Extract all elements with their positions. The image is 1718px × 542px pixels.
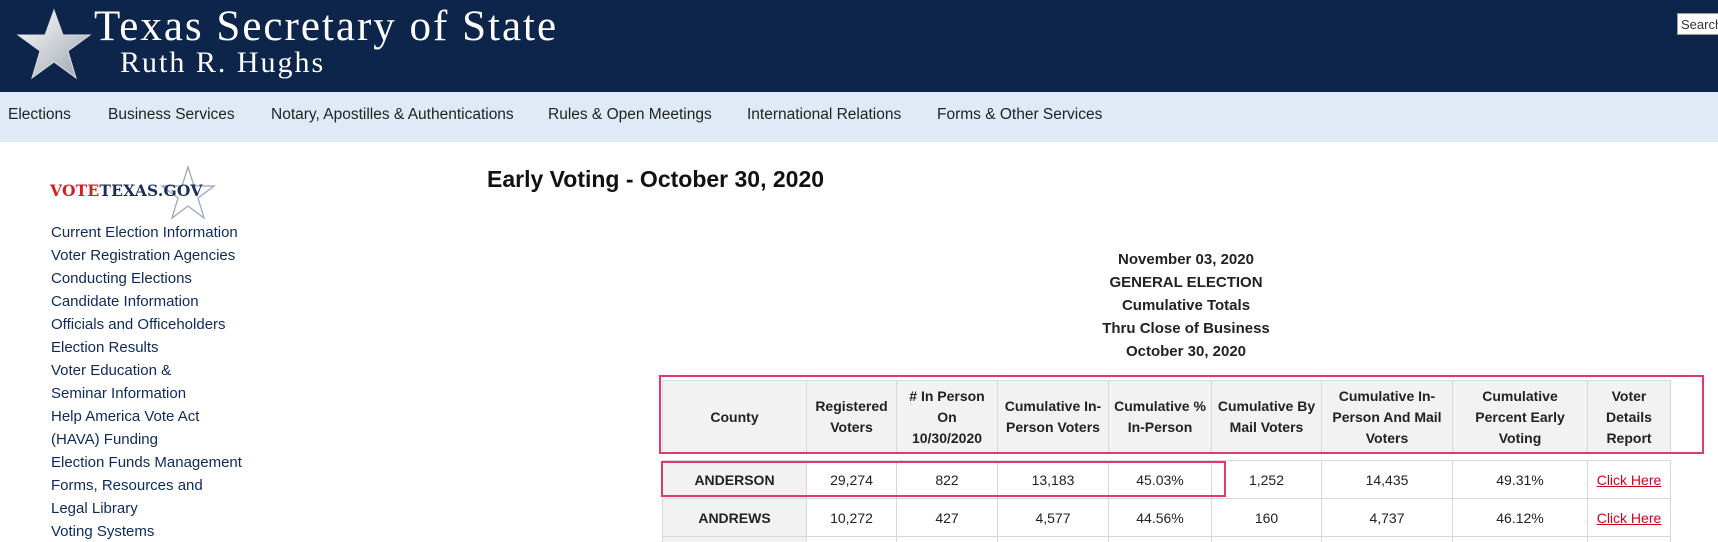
col-header-county: County: [662, 380, 807, 454]
table-cell: [896, 536, 998, 542]
logo-texas-text: TEXAS.GOV: [99, 181, 203, 200]
main-nav: Elections Business Services Notary, Apos…: [0, 92, 1718, 142]
col-header-cumulative-pct-early: Cumulative Percent Early Voting: [1452, 380, 1588, 454]
table-cell: 29,274: [806, 460, 897, 499]
table-cell: [806, 536, 897, 542]
table-cell: [1587, 536, 1671, 542]
page-title: Early Voting - October 30, 2020: [487, 166, 825, 192]
col-header-cumulative-pct-in-person: Cumulative % In-Person: [1108, 380, 1212, 454]
early-voting-table: County Registered Voters # In Person On …: [662, 380, 1671, 542]
table-cell: 822: [896, 460, 998, 499]
sidebar-link-hava-funding[interactable]: (HAVA) Funding: [51, 431, 158, 448]
table-header-row: County Registered Voters # In Person On …: [662, 380, 1671, 454]
col-header-in-person-today: # In Person On 10/30/2020: [896, 380, 998, 454]
county-cell: [662, 536, 807, 542]
table-cell: 13,183: [997, 460, 1109, 499]
nav-item-business-services[interactable]: Business Services: [108, 106, 235, 123]
col-header-cumulative-total: Cumulative In-Person And Mail Voters: [1321, 380, 1453, 454]
sidebar-link-election-results[interactable]: Election Results: [51, 339, 159, 356]
table-cell: [1321, 536, 1453, 542]
table-row-partial: [662, 536, 1671, 542]
nav-item-forms[interactable]: Forms & Other Services: [937, 106, 1103, 123]
sidebar-link-seminar-info[interactable]: Seminar Information: [51, 385, 187, 402]
summary-through-date: October 30, 2020: [1125, 343, 1247, 360]
table-cell: 10,272: [806, 498, 897, 537]
voter-details-link[interactable]: Click Here: [1596, 509, 1662, 526]
sidebar-links: Current Election Information Voter Regis…: [51, 221, 311, 542]
col-header-cumulative-mail: Cumulative By Mail Voters: [1211, 380, 1322, 454]
table-spacer: [662, 453, 1671, 461]
table-cell: 44.56%: [1108, 498, 1212, 537]
sidebar-link-voter-registration[interactable]: Voter Registration Agencies: [51, 247, 236, 264]
sidebar-link-election-funds[interactable]: Election Funds Management: [51, 454, 242, 471]
summary-election: GENERAL ELECTION: [1109, 274, 1263, 291]
sidebar-link-legal-library[interactable]: Legal Library: [51, 500, 138, 517]
table-cell: [1108, 536, 1212, 542]
sidebar-link-candidate-info[interactable]: Candidate Information: [51, 293, 199, 310]
logo-text: VOTETEXAS.GOV: [50, 181, 203, 200]
table-cell: [1211, 536, 1322, 542]
sidebar-link-hava[interactable]: Help America Vote Act: [51, 408, 200, 425]
table-cell: 160: [1211, 498, 1322, 537]
sidebar-link-current-election[interactable]: Current Election Information: [51, 224, 238, 241]
table-cell: 45.03%: [1108, 460, 1212, 499]
logo-star-icon: [160, 165, 216, 220]
voter-details-cell: Click Here: [1587, 460, 1671, 499]
table-cell: 14,435: [1321, 460, 1453, 499]
sidebar-link-forms-resources[interactable]: Forms, Resources and: [51, 477, 203, 494]
table-cell: [997, 536, 1109, 542]
sidebar-link-officials[interactable]: Officials and Officeholders: [51, 316, 226, 333]
county-cell: ANDERSON: [662, 460, 807, 499]
summary-close: Thru Close of Business: [1102, 320, 1270, 337]
site-title[interactable]: Texas Secretary of State: [94, 3, 559, 50]
sidebar-link-voting-systems[interactable]: Voting Systems: [51, 523, 155, 540]
table-cell: 427: [896, 498, 998, 537]
summary-date: November 03, 2020: [1118, 251, 1254, 268]
table-cell: 49.31%: [1452, 460, 1588, 499]
search-input[interactable]: [1677, 13, 1718, 35]
nav-item-rules[interactable]: Rules & Open Meetings: [548, 106, 712, 123]
voter-details-cell: Click Here: [1587, 498, 1671, 537]
summary-totals: Cumulative Totals: [1121, 297, 1251, 314]
table-row: ANDERSON 29,274 822 13,183 45.03% 1,252 …: [662, 460, 1671, 499]
nav-item-elections[interactable]: Elections: [8, 106, 71, 123]
table-row: ANDREWS 10,272 427 4,577 44.56% 160 4,73…: [662, 498, 1671, 537]
table-cell: 4,737: [1321, 498, 1453, 537]
sidebar-link-voter-education[interactable]: Voter Education &: [51, 362, 172, 379]
col-header-voter-details: Voter Details Report: [1587, 380, 1671, 454]
nav-item-international[interactable]: International Relations: [747, 106, 902, 123]
table-cell: 46.12%: [1452, 498, 1588, 537]
county-cell: ANDREWS: [662, 498, 807, 537]
col-header-registered-voters: Registered Voters: [806, 380, 897, 454]
table-cell: 4,577: [997, 498, 1109, 537]
site-header: Texas Secretary of State Ruth R. Hughs: [0, 0, 1718, 92]
table-cell: [1452, 536, 1588, 542]
col-header-cumulative-in-person: Cumulative In-Person Voters: [997, 380, 1109, 454]
election-summary: November 03, 2020 GENERAL ELECTION Cumul…: [1036, 248, 1336, 363]
nav-item-notary[interactable]: Notary, Apostilles & Authentications: [271, 106, 514, 123]
voter-details-link[interactable]: Click Here: [1596, 471, 1662, 488]
sidebar-link-conducting-elections[interactable]: Conducting Elections: [51, 270, 192, 287]
texas-star-icon: [16, 8, 92, 80]
site-subtitle: Ruth R. Hughs: [120, 46, 326, 79]
logo-vote-text: VOTE: [50, 181, 100, 200]
table-cell: 1,252: [1211, 460, 1322, 499]
